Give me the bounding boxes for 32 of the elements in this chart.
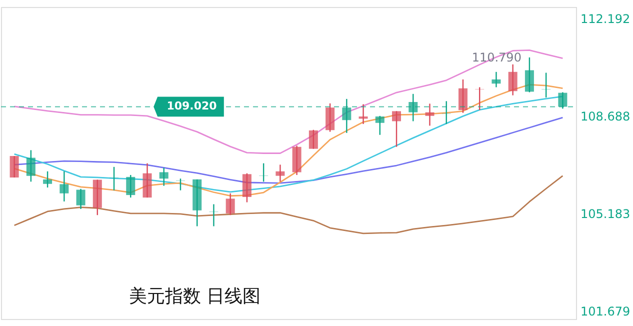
- candlestick: [492, 71, 501, 88]
- candlestick: [26, 150, 36, 182]
- candlestick: [524, 56, 534, 93]
- candlestick: [392, 110, 402, 148]
- candlestick: [308, 129, 318, 150]
- candlestick: [43, 170, 52, 188]
- candlestick: [276, 164, 285, 182]
- line-series: [14, 175, 564, 234]
- candlestick: [176, 178, 185, 191]
- candlestick: [60, 170, 69, 202]
- candlestick: [326, 102, 335, 132]
- candlestick: [475, 86, 484, 111]
- y-tick-label: 108.688: [580, 109, 630, 124]
- candlestick: [259, 162, 268, 182]
- candlestick: [242, 172, 252, 203]
- candlestick: [542, 72, 551, 98]
- candlestick: [375, 115, 384, 136]
- y-tick-label: 105.183: [580, 207, 630, 222]
- candlestick: [425, 103, 434, 126]
- text: 美元指数 日线图: [129, 286, 261, 307]
- candlestick: [159, 167, 168, 186]
- candlestick: [358, 104, 368, 125]
- candlestick: [10, 155, 19, 178]
- candlestick: [126, 174, 136, 198]
- candlestick: [76, 188, 86, 210]
- y-tick-label: 112.192: [580, 12, 630, 26]
- candlestick: [508, 64, 518, 96]
- candlestick: [458, 78, 468, 114]
- ref-line-label: 109.020: [166, 100, 218, 113]
- y-tick-label: 101.679: [580, 304, 630, 319]
- line-series: [14, 49, 564, 154]
- candlestick: [226, 192, 235, 216]
